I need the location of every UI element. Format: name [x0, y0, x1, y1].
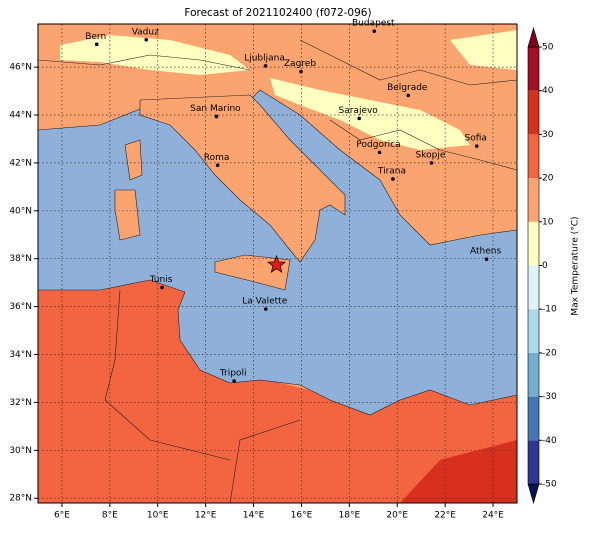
colorbar-band [528, 221, 539, 266]
colorbar-tick-label: 20 [542, 174, 554, 184]
africa-hot [400, 440, 517, 503]
city-dot [263, 64, 268, 68]
city-dot [406, 93, 411, 98]
city-label: Vaduz [132, 27, 159, 37]
y-tick-label: 38°N [9, 254, 32, 264]
alps-cold [60, 35, 250, 75]
title: Forecast of 2021102400 (f072-096) [184, 7, 371, 19]
city-label: Skopje [416, 150, 446, 160]
city-dot [299, 69, 303, 74]
colorbar-band [528, 134, 539, 179]
city-label: Tunis [149, 275, 173, 285]
colorbar-tick-label: 30 [542, 130, 554, 140]
balkans-cold [270, 78, 470, 150]
city-dot [94, 42, 99, 47]
colorbar-tick-label: 50 [542, 43, 554, 53]
italy [139, 94, 346, 263]
colorbar-tick-label: -40 [542, 436, 557, 446]
x-tick-label: 10°E [147, 511, 169, 521]
y-tick-label: 44°N [9, 111, 32, 121]
city-label: Bern [85, 32, 106, 42]
colorbar-band [528, 396, 539, 441]
x-tick-label: 24°E [482, 511, 504, 521]
colorbar-tick-label: -50 [542, 480, 557, 490]
x-tick-label: 22°E [434, 511, 456, 521]
city-label: Tripoli [219, 369, 247, 379]
east-cold [450, 30, 517, 70]
y-tick-label: 28°N [9, 494, 32, 504]
city-dot [429, 161, 434, 165]
city-dot [214, 114, 219, 119]
colorbar-tick-label: -10 [542, 305, 557, 315]
city-label: Sarajevo [339, 106, 379, 116]
x-tick-label: 8°E [102, 511, 118, 521]
map-layers [38, 24, 517, 503]
city-label: Budapest [352, 19, 395, 29]
colorbar-band [528, 47, 539, 91]
y-tick-label: 42°N [9, 158, 32, 168]
colorbar-tick-label: 40 [542, 86, 554, 96]
y-tick-label: 32°N [9, 398, 32, 408]
colorbar-tick-label: 0 [542, 261, 548, 271]
corsica [124, 139, 143, 181]
city-dot [377, 150, 382, 155]
colorbar-label: Max Temperature (°C) [571, 216, 581, 315]
city-dot [215, 163, 220, 168]
city-label: Ljubljana [244, 53, 285, 63]
x-tick-label: 6°E [54, 511, 70, 521]
colorbar-band [528, 309, 539, 353]
city-label: Roma [204, 153, 230, 163]
city-dot [372, 29, 377, 33]
city-dot [232, 379, 236, 383]
colorbar-tick-label: 10 [542, 217, 554, 227]
city-label: La Valette [242, 297, 287, 307]
x-tick-label: 12°E [195, 511, 217, 521]
city-dot [263, 307, 268, 311]
y-tick-label: 30°N [9, 446, 32, 456]
city-dot [474, 144, 479, 148]
city-label: Zagreb [284, 59, 316, 69]
y-tick-label: 36°N [9, 302, 32, 312]
y-tick-label: 46°N [9, 63, 32, 73]
city-dot [357, 116, 361, 121]
colorbar-band [528, 265, 539, 310]
city-dot [144, 38, 149, 42]
map-frame [37, 23, 518, 504]
city-label: Athens [470, 247, 501, 257]
sardinia [114, 189, 141, 241]
colorbar-band [528, 440, 539, 484]
colorbar-band [528, 178, 539, 222]
x-tick-label: 16°E [291, 511, 313, 521]
colorbar-tick-label: -20 [542, 348, 557, 358]
city-label: Podgorica [356, 140, 400, 150]
colorbar-under [527, 483, 540, 505]
y-tick-label: 40°N [9, 206, 32, 216]
sea [38, 89, 517, 416]
city-dot [484, 257, 489, 261]
colorbar-over [527, 26, 540, 48]
x-tick-label: 20°E [386, 511, 408, 521]
colorbar-band [528, 90, 539, 135]
colorbar-band [528, 352, 539, 397]
location-star [267, 254, 287, 274]
city-label: Tirana [377, 166, 406, 176]
city-label: San Marino [190, 104, 241, 114]
city-label: Belgrade [387, 83, 428, 93]
city-dot [391, 177, 395, 181]
colorbar-tick-label: -30 [542, 392, 557, 402]
x-tick-label: 14°E [243, 511, 265, 521]
city-label: Sofia [465, 134, 487, 144]
x-tick-label: 18°E [339, 511, 361, 521]
city-dot [160, 285, 164, 290]
y-tick-label: 34°N [9, 350, 32, 360]
